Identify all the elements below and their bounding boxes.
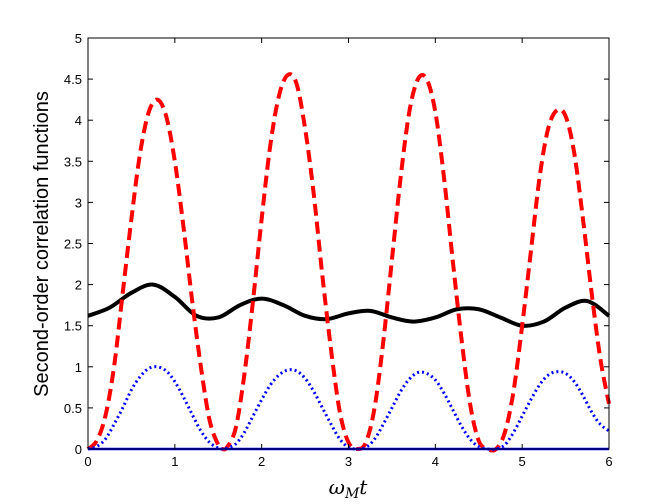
y-axis-label: Second-order correlation functions: [31, 91, 53, 397]
x-axis-label-main: ω: [329, 475, 345, 499]
y-tick-label: 2.5: [64, 237, 82, 252]
y-tick-label: 3: [75, 195, 82, 210]
x-tick-label: 1: [171, 454, 178, 469]
y-tick-label: 1.5: [64, 319, 82, 334]
x-axis-label-tail: t: [359, 475, 368, 499]
x-tick-label: 0: [84, 454, 91, 469]
y-tick-label: 5: [75, 31, 82, 46]
x-tick-label: 4: [432, 454, 439, 469]
y-tick-label: 1: [75, 360, 82, 375]
y-tick-label: 0: [75, 442, 82, 457]
y-tick-label: 4: [75, 113, 82, 128]
x-tick-label: 6: [605, 454, 612, 469]
x-tick-label: 5: [519, 454, 526, 469]
series-red-dashed-line: [86, 72, 611, 453]
x-tick-label: 2: [258, 454, 265, 469]
x-axis-label-subscript: M: [344, 486, 360, 502]
y-tick-label: 0.5: [64, 401, 82, 416]
x-axis-label: ωMt: [329, 475, 369, 502]
tick-layer: 0 1 2 3 4 5 6 0 0.5 1 1.5 2 2.5 3 3.5 4 4.5 5: [64, 31, 613, 469]
y-tick-label: 3.5: [64, 154, 82, 169]
y-tick-label: 4.5: [64, 72, 82, 87]
x-tick-label: 3: [345, 454, 352, 469]
y-tick-label: 2: [75, 278, 82, 293]
series-blue-dotted-line: [87, 365, 610, 451]
